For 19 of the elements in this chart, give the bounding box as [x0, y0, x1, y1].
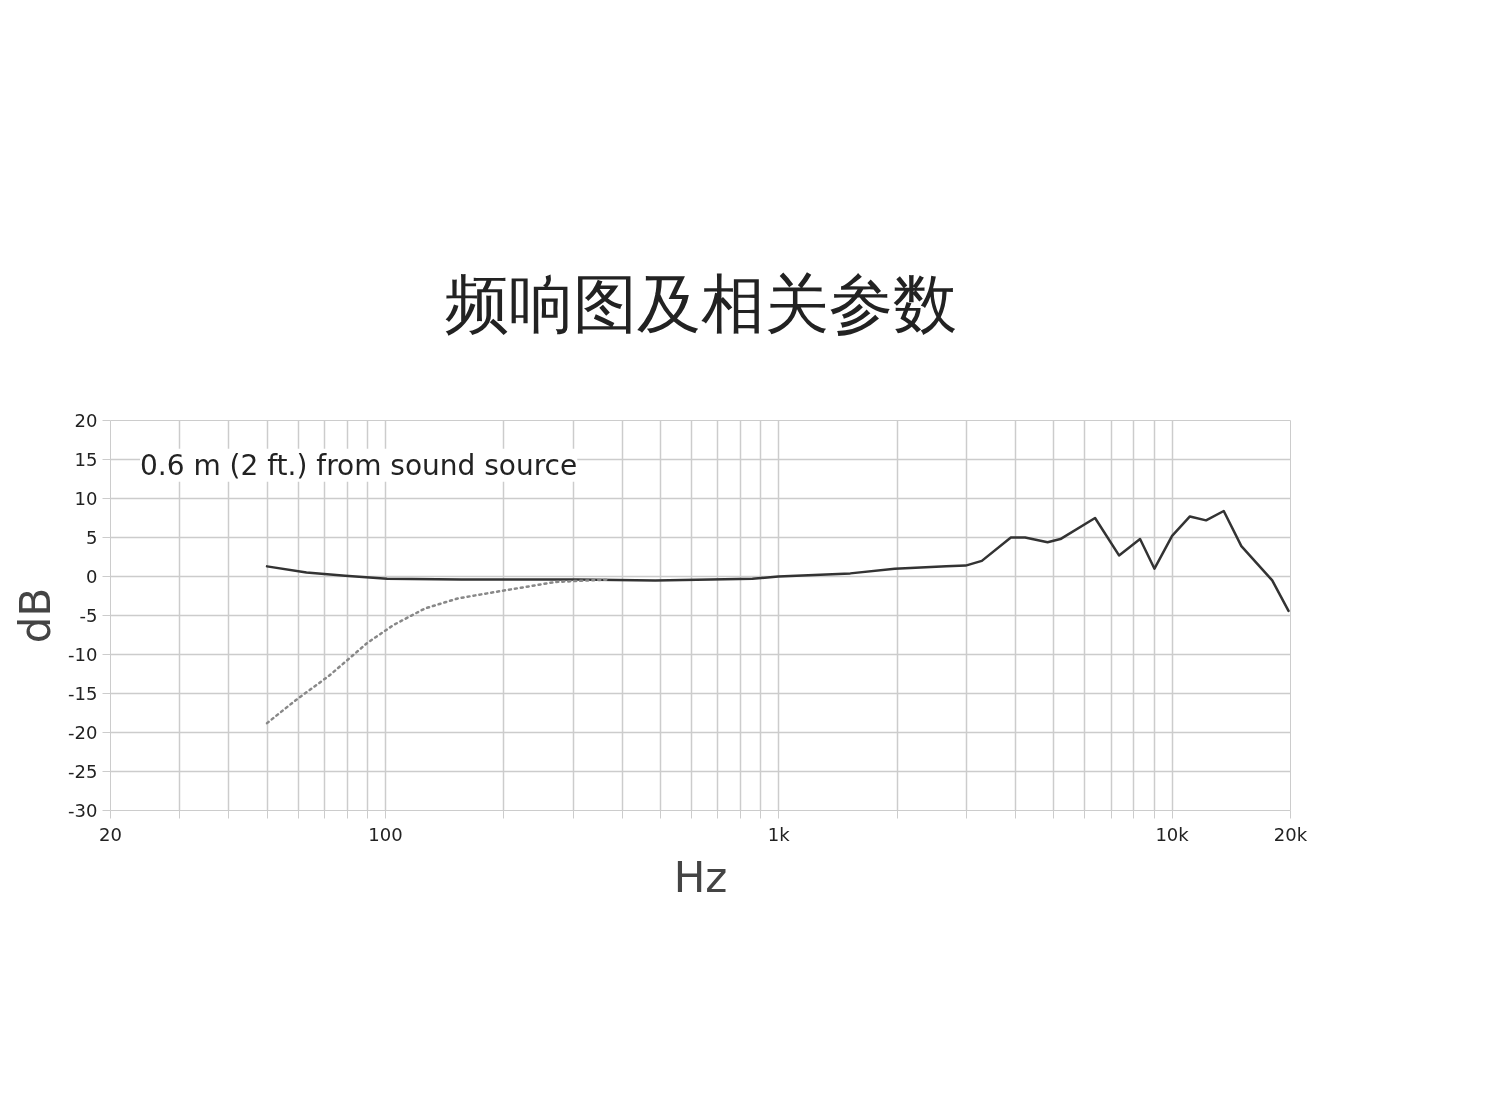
y-tick-label: -5	[79, 605, 98, 626]
y-tick-label: 15	[74, 449, 98, 470]
y-tick-label: 5	[86, 527, 98, 548]
y-tick-label: 20	[74, 410, 98, 431]
y-tick-label: -30	[68, 800, 98, 821]
y-tick-label: -25	[68, 761, 98, 782]
x-tick-label: 20k	[1273, 823, 1308, 845]
y-tick-label: -20	[68, 722, 98, 743]
chart-title: 频响图及相关参数	[444, 266, 957, 341]
x-tick-label: 1k	[767, 823, 791, 845]
y-tick-label: -15	[68, 683, 98, 704]
y-tick-label: 10	[74, 488, 98, 509]
y-tick-label: 0	[86, 566, 98, 587]
annotation: 0.6 m (2 ft.) from sound source	[140, 448, 578, 482]
x-axis-title: Hz	[673, 852, 728, 902]
y-tick-label: -10	[68, 644, 98, 665]
x-tick-label: 10k	[1155, 823, 1190, 845]
x-tick-label: 100	[368, 823, 403, 845]
y-axis-title: dB	[11, 587, 61, 644]
